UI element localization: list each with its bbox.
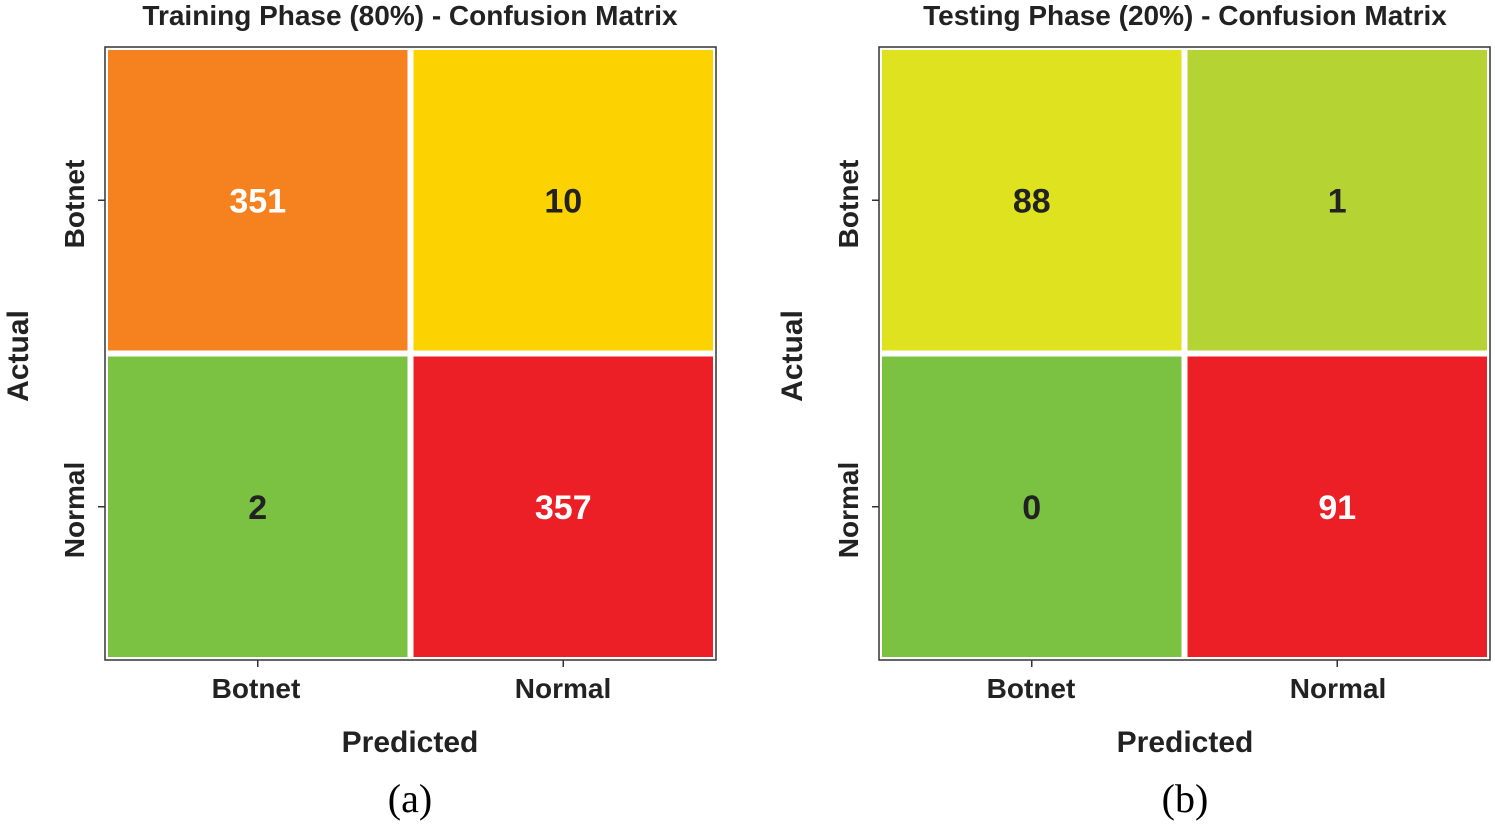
- panel-a-caption: (a): [388, 776, 432, 821]
- panel-a-matrix: 351 10 2 357: [98, 46, 717, 667]
- panel-a-cell-normal-botnet: [108, 356, 408, 657]
- panel-b-y-tick-normal: Normal: [833, 462, 864, 558]
- panel-a-y-axis-title: Actual: [2, 310, 35, 402]
- panel-b-x-tick-normal: Normal: [1290, 673, 1386, 704]
- panel-b: Testing Phase (20%) - Confusion Matrix 8…: [776, 0, 1491, 821]
- panel-a-cell-botnet-botnet: [108, 50, 408, 351]
- panel-b-cell-normal-normal: [1187, 356, 1487, 657]
- panel-a-cell-botnet-botnet-value: 351: [229, 182, 286, 220]
- panel-a-cell-normal-normal-value: 357: [535, 489, 592, 527]
- panel-b-x-tick-botnet: Botnet: [987, 673, 1076, 704]
- panel-b-cell-normal-botnet-value: 0: [1022, 489, 1041, 527]
- panel-b-title: Testing Phase (20%) - Confusion Matrix: [923, 0, 1447, 31]
- panel-a-cell-botnet-normal-value: 10: [544, 182, 582, 220]
- panel-a-y-tick-normal: Normal: [59, 462, 90, 558]
- panel-b-y-axis-title: Actual: [776, 310, 809, 402]
- panel-a-cell-normal-botnet-value: 2: [248, 489, 267, 527]
- panel-b-cell-botnet-normal-value: 1: [1328, 182, 1347, 220]
- panel-a-cell-botnet-normal: [413, 50, 713, 351]
- panel-b-matrix: 88 1 0 91: [872, 46, 1491, 667]
- panel-b-cell-normal-botnet: [882, 356, 1182, 657]
- panel-a-x-tick-normal: Normal: [515, 673, 611, 704]
- panel-b-cell-normal-normal-value: 91: [1318, 489, 1356, 527]
- panel-a-cell-normal-normal: [413, 356, 713, 657]
- panel-a-title: Training Phase (80%) - Confusion Matrix: [142, 0, 678, 31]
- panel-a-x-tick-botnet: Botnet: [212, 673, 301, 704]
- panel-b-cell-botnet-botnet-value: 88: [1013, 182, 1051, 220]
- panel-a-x-axis-title: Predicted: [342, 726, 479, 759]
- panel-b-x-axis-title: Predicted: [1117, 726, 1254, 759]
- panel-b-y-tick-botnet: Botnet: [833, 160, 864, 249]
- panel-b-cell-botnet-botnet: [882, 50, 1182, 351]
- panel-b-cell-botnet-normal: [1187, 50, 1487, 351]
- panel-a: Training Phase (80%) - Confusion Matrix …: [2, 0, 717, 821]
- panel-b-caption: (b): [1162, 776, 1209, 821]
- panel-a-y-tick-botnet: Botnet: [59, 160, 90, 249]
